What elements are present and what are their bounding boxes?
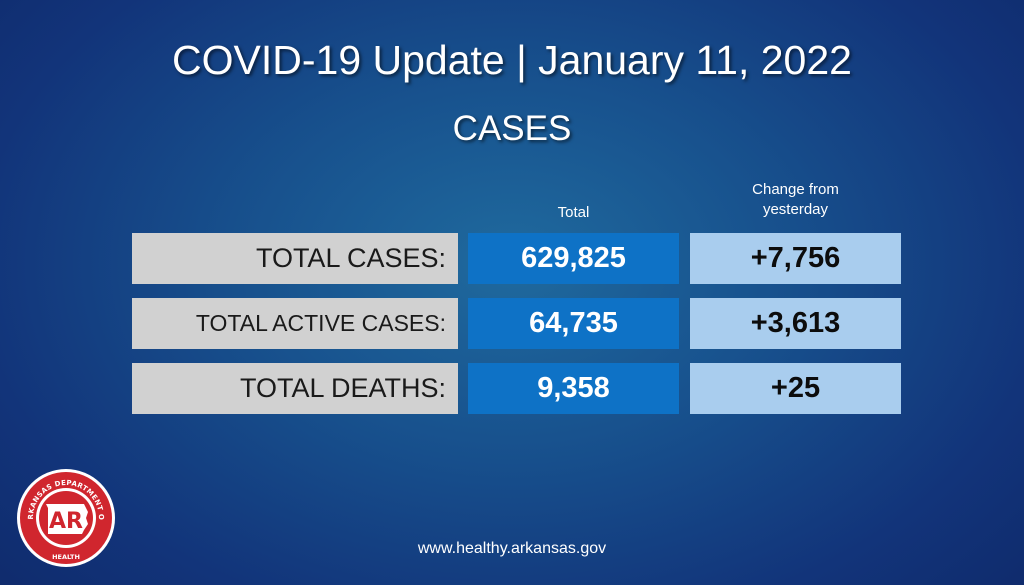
page-title: COVID-19 Update | January 11, 2022 bbox=[172, 37, 852, 83]
row-label: TOTAL ACTIVE CASES: bbox=[132, 298, 458, 349]
table-row-total-cases: TOTAL CASES: 629,825 +7,756 bbox=[132, 233, 901, 284]
column-header-change-line1: Change from bbox=[752, 181, 839, 198]
table-row-active-cases: TOTAL ACTIVE CASES: 64,735 +3,613 bbox=[132, 298, 901, 349]
arkansas-department-of-health-seal-icon: ARKANSAS DEPARTMENT OF HEALTH AR bbox=[16, 468, 115, 567]
row-change-value: +3,613 bbox=[690, 298, 901, 349]
column-header-change-line2: yesterday bbox=[762, 201, 829, 218]
column-header-total: Total bbox=[557, 204, 590, 221]
row-label: TOTAL CASES: bbox=[132, 233, 458, 284]
row-total-value: 9,358 bbox=[468, 363, 679, 414]
column-header-change: Change from yesterday bbox=[690, 180, 901, 220]
website-url: www.healthy.arkansas.gov bbox=[417, 540, 607, 557]
row-total-value: 64,735 bbox=[468, 298, 679, 349]
row-change-value: +7,756 bbox=[690, 233, 901, 284]
svg-text:AR: AR bbox=[49, 509, 83, 534]
row-label: TOTAL DEATHS: bbox=[132, 363, 458, 414]
row-total-value: 629,825 bbox=[468, 233, 679, 284]
section-subtitle: CASES bbox=[452, 109, 572, 148]
svg-text:HEALTH: HEALTH bbox=[52, 553, 80, 561]
table-row-total-deaths: TOTAL DEATHS: 9,358 +25 bbox=[132, 363, 901, 414]
row-change-value: +25 bbox=[690, 363, 901, 414]
